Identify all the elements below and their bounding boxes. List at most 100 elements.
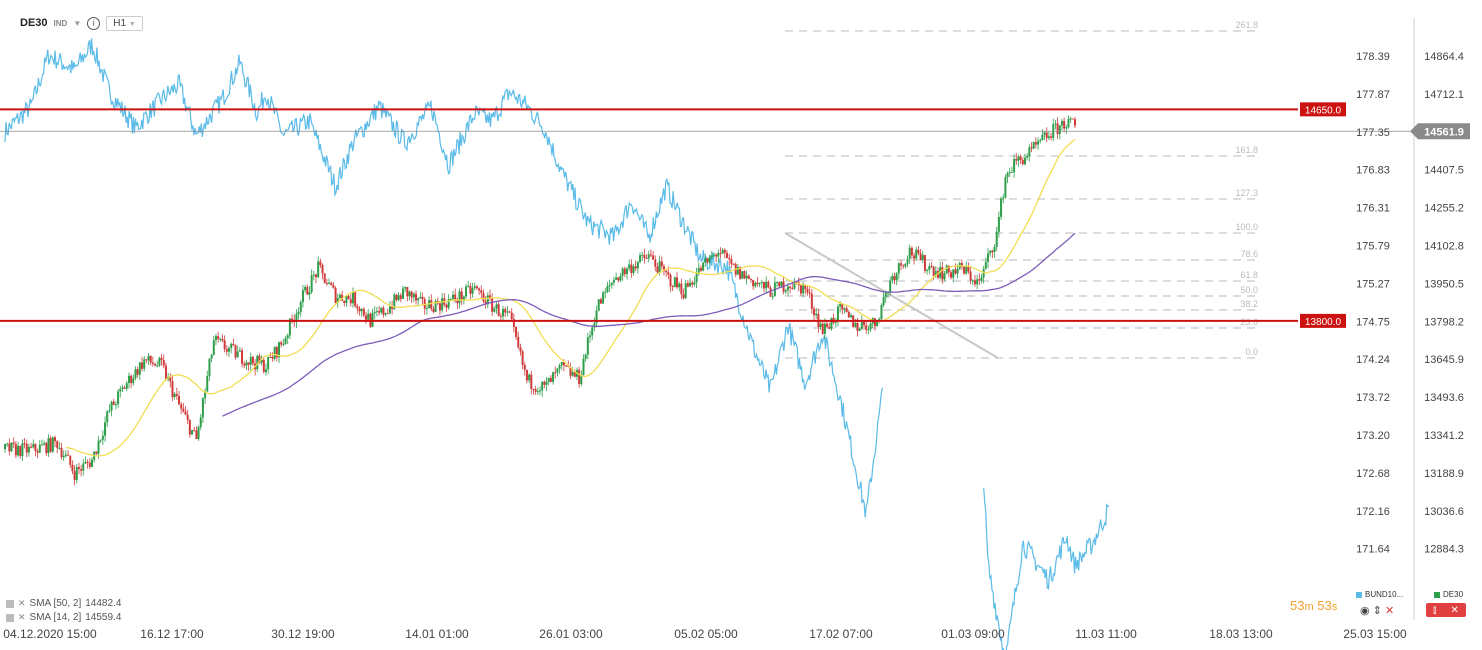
- candle: [93, 451, 96, 463]
- candle-body: [154, 364, 157, 366]
- candle: [47, 434, 50, 458]
- candle: [201, 397, 204, 424]
- candle: [221, 334, 224, 343]
- candle: [619, 272, 622, 282]
- eye-icon[interactable]: ◉: [1360, 605, 1370, 617]
- candle: [69, 455, 72, 468]
- candle: [582, 354, 585, 376]
- chevron-down-icon: ▼: [128, 20, 136, 28]
- candle-body: [323, 273, 326, 284]
- candle: [423, 297, 426, 315]
- fibonacci-retracement[interactable]: 261.8 161.8 127.3 100.0 78.6 61.8 50.0 38.2 23.6…: [785, 20, 1258, 359]
- candle-body: [141, 362, 144, 369]
- candle: [706, 258, 709, 264]
- candle-body: [486, 295, 489, 305]
- candle-body: [578, 369, 581, 385]
- candle: [25, 439, 28, 458]
- info-icon[interactable]: i: [87, 16, 101, 30]
- close-icon[interactable]: ✕: [18, 598, 26, 608]
- candle-body: [989, 250, 992, 254]
- candle-body: [791, 288, 794, 290]
- candle-body: [802, 285, 805, 294]
- candle-body: [1032, 142, 1035, 149]
- candle-body: [760, 281, 763, 284]
- candle: [976, 274, 979, 290]
- candle-body: [345, 296, 348, 303]
- candle: [271, 352, 274, 362]
- settings-icon[interactable]: [6, 613, 14, 622]
- candlestick-icon[interactable]: ⫾: [1433, 604, 1437, 616]
- candle-body: [917, 249, 920, 254]
- candle-body: [660, 261, 663, 267]
- candle: [806, 285, 809, 296]
- indicator-sma14[interactable]: ✕ SMA [14, 2] 14559.4: [6, 612, 121, 623]
- candle-body: [212, 340, 215, 355]
- candle: [217, 331, 220, 343]
- candle: [360, 308, 363, 317]
- candle-body: [299, 302, 302, 312]
- horizontal-levels[interactable]: 14650.0 13800.0: [0, 102, 1410, 328]
- candle-body: [745, 275, 748, 279]
- candle: [30, 443, 33, 449]
- fib-level-label: 127.3: [1235, 188, 1258, 198]
- candle-body: [1043, 132, 1046, 135]
- candle-body: [508, 311, 511, 313]
- candle: [558, 363, 561, 374]
- candle: [893, 272, 896, 285]
- trend-line[interactable]: [784, 232, 999, 359]
- close-icon[interactable]: ✕: [1384, 605, 1395, 617]
- candle-body: [395, 294, 398, 301]
- countdown-seconds: 53: [1317, 598, 1332, 613]
- candle: [517, 331, 520, 350]
- series-key-bund[interactable]: BUND10...: [1356, 590, 1403, 599]
- candle: [199, 413, 202, 431]
- close-icon[interactable]: ✕: [1450, 604, 1459, 616]
- reorder-icon[interactable]: ⇕: [1372, 605, 1382, 617]
- candle: [264, 363, 267, 376]
- candle: [900, 259, 903, 271]
- candle-body: [86, 461, 89, 463]
- candle-body: [865, 325, 868, 330]
- candle: [310, 269, 313, 295]
- candle: [191, 430, 194, 436]
- candle: [1030, 142, 1033, 153]
- candle: [715, 252, 718, 262]
- timeframe-select[interactable]: H1 ▼: [106, 15, 143, 31]
- candle-body: [441, 298, 444, 311]
- chevron-down-icon[interactable]: ▼: [73, 18, 82, 28]
- candle: [214, 333, 217, 346]
- series-key-de30[interactable]: DE30: [1434, 590, 1463, 599]
- settings-icon[interactable]: [6, 599, 14, 608]
- candle-body: [562, 362, 565, 366]
- left-axis-tick: 172.68: [1356, 468, 1390, 480]
- candle-body: [410, 291, 413, 298]
- candle-body: [580, 375, 583, 385]
- candle-body: [702, 262, 705, 271]
- symbol-label[interactable]: DE30: [20, 17, 48, 29]
- candle-body: [362, 308, 365, 316]
- candle: [584, 353, 587, 362]
- candle-body: [963, 266, 966, 274]
- candle: [10, 442, 13, 453]
- candle: [1041, 129, 1044, 141]
- close-icon[interactable]: ✕: [18, 612, 26, 622]
- candle: [395, 293, 398, 302]
- candle: [245, 359, 248, 371]
- candle-body: [921, 255, 924, 261]
- candle: [941, 261, 944, 284]
- candle-body: [549, 377, 552, 383]
- candle: [230, 342, 233, 354]
- candle: [232, 338, 235, 347]
- candle: [380, 306, 383, 315]
- candle-body: [465, 286, 468, 297]
- x-axis-tick: 16.12 17:00: [140, 627, 204, 641]
- candle-body: [915, 249, 918, 259]
- left-axis-tick: 178.39: [1356, 51, 1390, 63]
- left-axis-tick: 174.75: [1356, 316, 1390, 328]
- candle: [726, 250, 729, 259]
- candle-body: [164, 365, 167, 380]
- candle-body: [867, 329, 870, 331]
- candle-body: [123, 387, 126, 389]
- indicator-sma50[interactable]: ✕ SMA [50, 2] 14482.4: [6, 598, 121, 609]
